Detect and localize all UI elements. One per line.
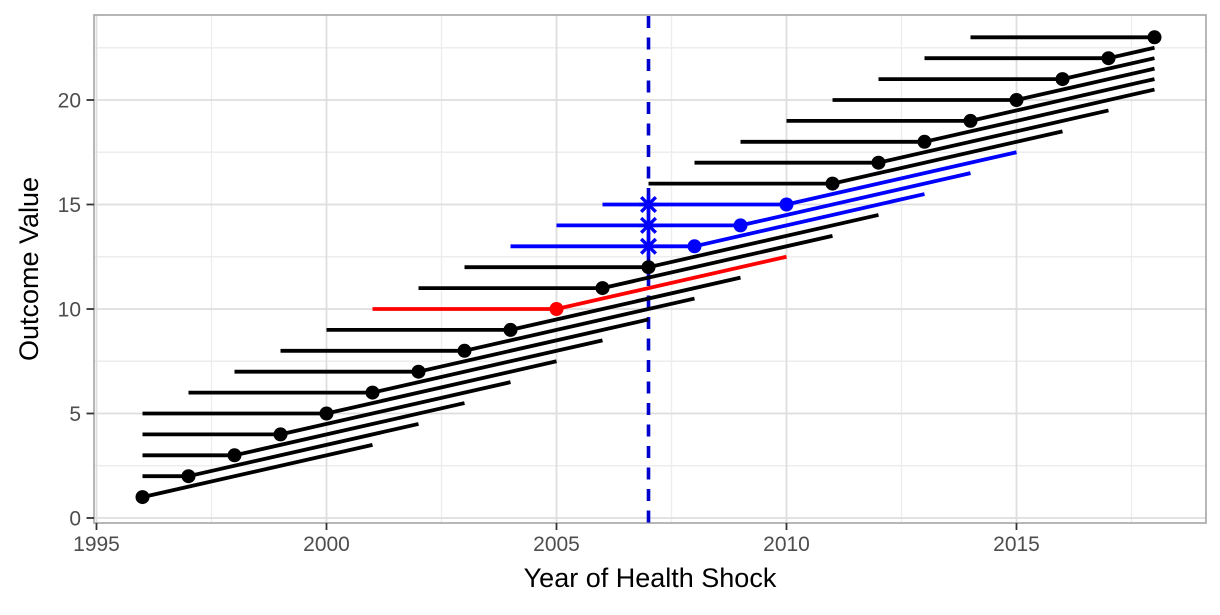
y-tick-label: 5 [69, 403, 81, 426]
x-tick-label: 2015 [993, 533, 1040, 556]
y-tick-label: 15 [58, 194, 81, 217]
cohort-2017 [924, 45, 1155, 66]
cohort-post-line [602, 233, 833, 290]
y-tick-label: 0 [69, 508, 81, 531]
cohort-2014 [786, 77, 1155, 128]
cohort-2005 [372, 254, 787, 316]
cohort-shock-point [1055, 72, 1070, 87]
cohort-2009 [556, 171, 971, 236]
cohort-2008 [510, 192, 925, 257]
x-tick-label: 2005 [533, 533, 580, 556]
cohort-2016 [878, 56, 1155, 87]
cohort-post-line [234, 401, 465, 458]
cohort-post-line [786, 150, 1017, 207]
panel-border-rect [93, 14, 1207, 524]
x-tick-label: 1995 [73, 533, 120, 556]
cohort-shock-point [871, 155, 886, 170]
cohort-2015 [832, 66, 1155, 107]
panel-border [93, 14, 1207, 524]
cohort-shock-point [641, 260, 656, 275]
cohort-2002 [234, 317, 649, 379]
cohort-shock-point [365, 385, 380, 400]
cohort-shock-point [1101, 51, 1116, 66]
y-axis-title: Outcome Value [14, 177, 44, 361]
cohort-2011 [648, 129, 1063, 191]
x-axis-title: Year of Health Shock [524, 563, 777, 593]
cohort-post-line [510, 275, 741, 332]
cohort-post-line [832, 129, 1063, 186]
cohort-1997 [142, 422, 419, 484]
y-tick-label: 20 [58, 90, 81, 113]
cohort-post-line [648, 213, 879, 270]
censor-cross-icon [639, 237, 658, 255]
cohort-post-line [418, 317, 649, 374]
y-tick-label: 10 [58, 299, 81, 322]
cohort-post-line [372, 338, 603, 395]
cohort-post-line [1108, 45, 1155, 61]
cohort-1998 [142, 401, 465, 463]
cohort-2001 [188, 338, 603, 400]
cohort-2010 [602, 150, 1017, 215]
cohort-2018 [970, 30, 1162, 45]
cohort-shock-point [825, 176, 840, 191]
cohort-post-line [280, 380, 511, 437]
x-tick-label: 2000 [303, 533, 350, 556]
cohort-post-line [556, 254, 787, 311]
cohort-shock-point [227, 448, 242, 463]
cohort-shock-point [135, 490, 150, 505]
cohort-post-line [1062, 56, 1155, 81]
axes: 1995 2000 2005 2010 2015 0 5 10 15 20 [58, 90, 1040, 557]
cohort-post-line [464, 296, 695, 353]
cohort-2000 [142, 359, 557, 421]
cohort-post-line [188, 422, 419, 479]
cohort-post-line [970, 77, 1155, 123]
cohort-shock-point [411, 364, 426, 379]
cohort-post-line [878, 108, 1109, 165]
cohort-1999 [142, 380, 511, 442]
x-tick-label: 2010 [763, 533, 810, 556]
cohort-shock-point [917, 134, 932, 149]
cohort-shock-point [549, 302, 564, 316]
cohort-post-line [924, 87, 1155, 144]
cohort-post-line [1016, 66, 1155, 102]
cohort-shock-point [779, 197, 794, 212]
cohort-2013 [740, 87, 1155, 149]
cohort-shock-point [181, 469, 196, 484]
cohort-post-line [740, 171, 971, 228]
cohort-post-line [326, 359, 557, 416]
cohort-shock-point [457, 343, 472, 358]
cohort-2003 [280, 296, 695, 358]
cohort-2012 [694, 108, 1109, 170]
cohort-post-line [694, 192, 925, 249]
cohort-post-line [142, 442, 373, 499]
cohort-2006 [418, 233, 833, 296]
cohort-shock-point [273, 427, 288, 442]
cohort-shock-point [503, 322, 518, 337]
cohort-shock-point [733, 218, 748, 233]
cohort-1996 [135, 442, 373, 505]
cohort-shock-point [595, 281, 610, 296]
cohort-2007 [464, 213, 879, 275]
censor-cross-icon [639, 195, 658, 214]
cohort-shock-point [1009, 93, 1024, 107]
censor-cross-icon [639, 216, 658, 234]
cohort-shock-point [687, 239, 702, 254]
cohort-shock-point [1147, 30, 1162, 45]
cohort-shock-point [319, 406, 334, 421]
cohort-series [135, 30, 1162, 505]
cohort-2004 [326, 275, 741, 337]
cohort-shock-point [963, 113, 978, 128]
